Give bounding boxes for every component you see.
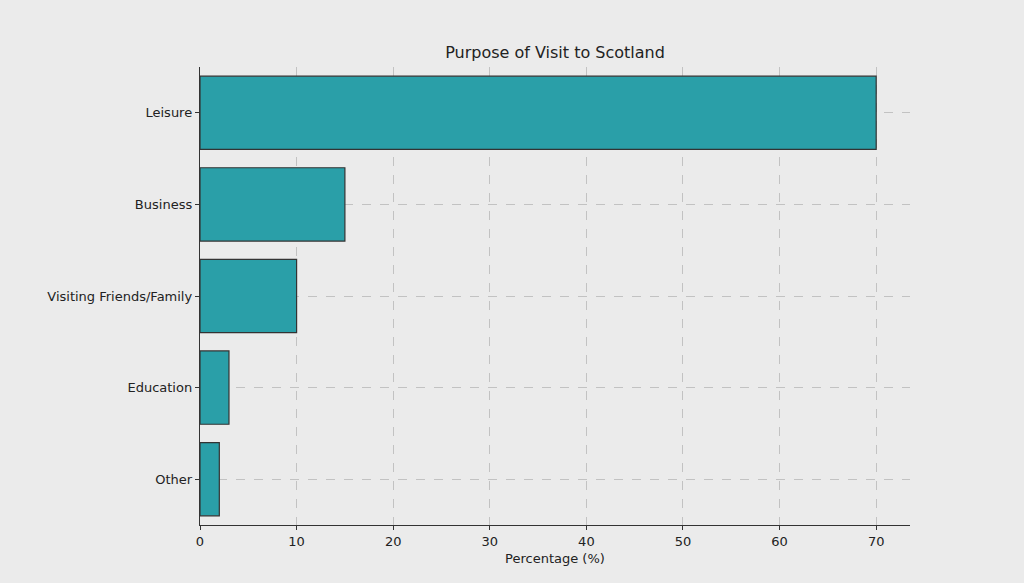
svg-text:40: 40 [578, 534, 595, 549]
svg-text:Education: Education [127, 380, 192, 395]
svg-text:70: 70 [868, 534, 885, 549]
svg-text:Visiting Friends/Family: Visiting Friends/Family [47, 289, 192, 304]
svg-text:60: 60 [771, 534, 788, 549]
svg-text:Leisure: Leisure [145, 105, 192, 120]
svg-text:Purpose of Visit to Scotland: Purpose of Visit to Scotland [445, 43, 665, 62]
svg-text:10: 10 [288, 534, 305, 549]
svg-text:Business: Business [135, 197, 193, 212]
svg-text:Percentage (%): Percentage (%) [505, 551, 605, 566]
svg-text:50: 50 [675, 534, 692, 549]
svg-text:0: 0 [196, 534, 204, 549]
svg-text:Other: Other [155, 472, 193, 487]
svg-text:30: 30 [482, 534, 499, 549]
svg-text:20: 20 [385, 534, 402, 549]
